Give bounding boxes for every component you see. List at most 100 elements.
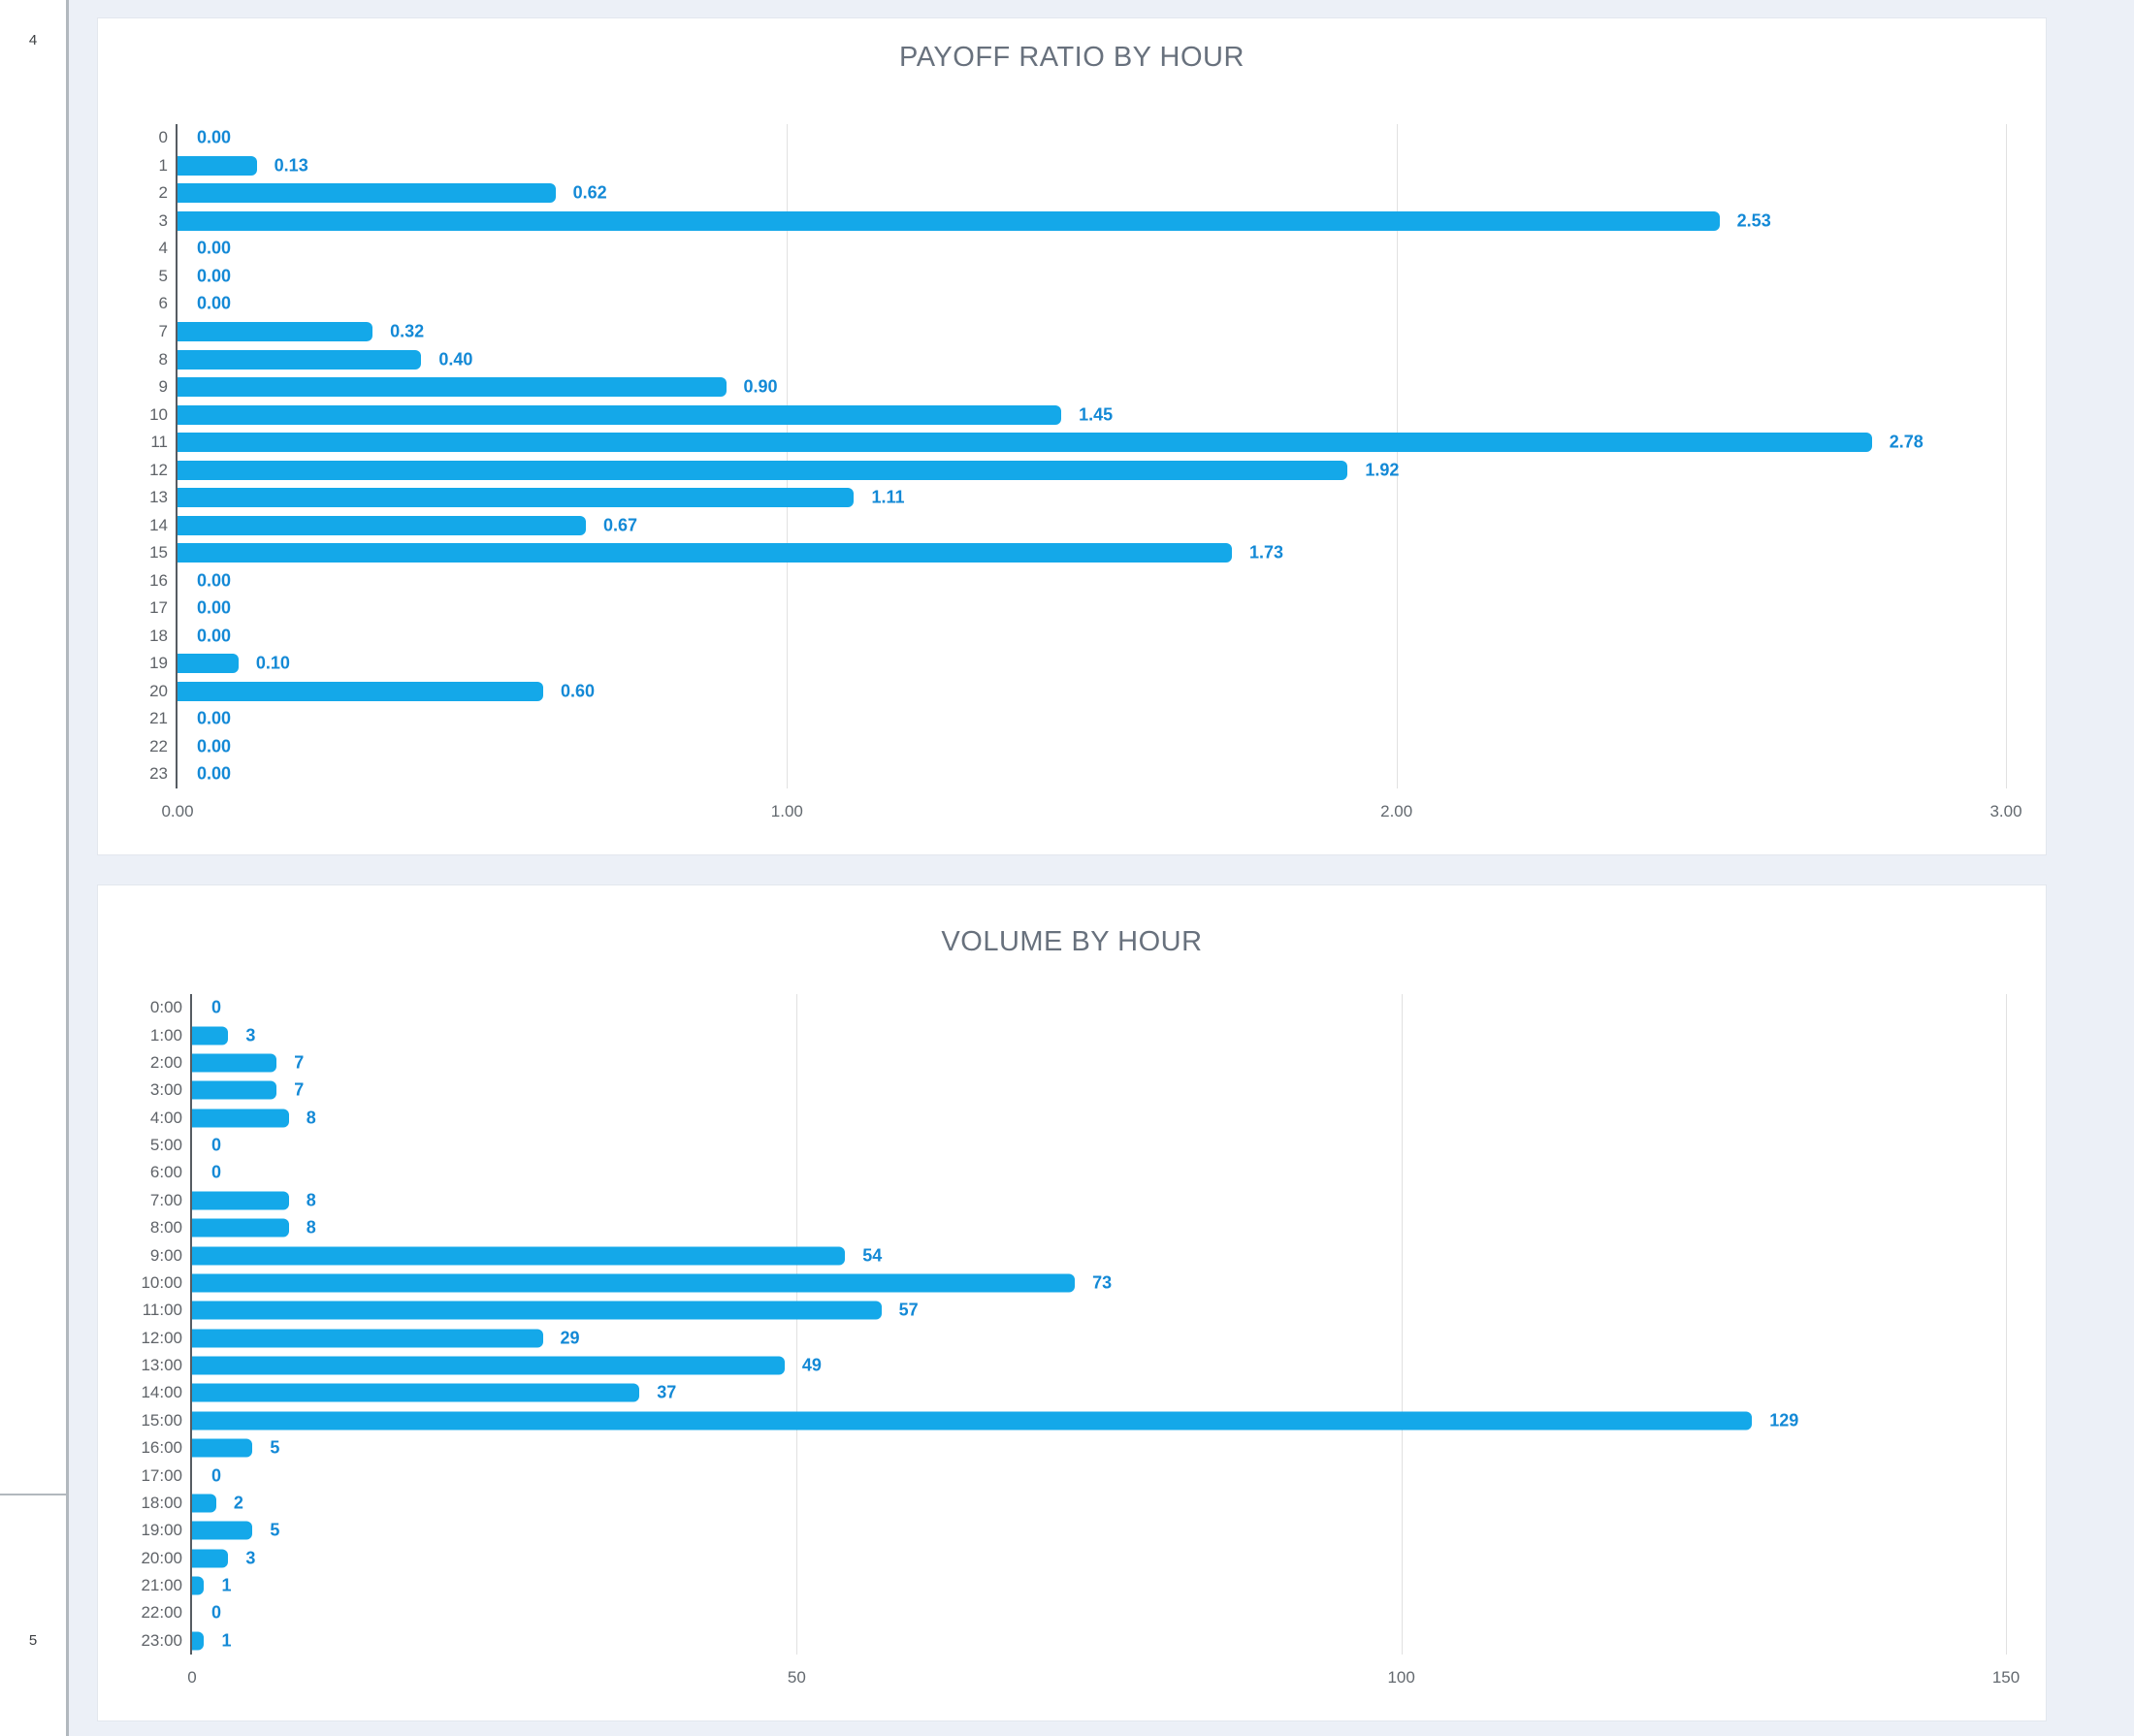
bar-row: 21 0.00 [149,705,2006,733]
category-label: 15:00 [141,1410,182,1430]
gridline [787,124,789,788]
row-number: 5 [28,1632,38,1649]
category-label: 16 [149,570,168,590]
category-label: 11 [150,433,168,452]
bar-row: 17 0.00 [149,595,2006,623]
value-label: 1.73 [1249,542,1284,563]
bar-row: 3 2.53 [159,208,2006,236]
gridline [1396,124,1398,788]
bar-row: 5:00 0 [150,1132,2006,1159]
value-label: 0.40 [438,349,473,370]
y-axis-line [176,124,178,788]
bar [178,515,586,535]
bar [178,349,422,370]
category-label: 18:00 [141,1493,182,1512]
bar [178,433,1872,453]
bar-row: 8 0.40 [159,345,2006,373]
x-tick-label: 1.00 [770,802,803,820]
bar-row: 16 0.00 [149,567,2006,595]
bar [192,1329,543,1348]
value-label: 0.67 [602,515,638,535]
category-label: 13:00 [141,1356,182,1375]
bar-row: 21:00 1 [141,1572,2006,1599]
bar-row: 22 0.00 [149,733,2006,761]
bar-row: 18 0.00 [149,623,2006,651]
bar-row: 23 0.00 [149,760,2006,788]
bar [192,1218,289,1238]
x-axis: 0.00 1.00 2.00 3.00 [161,788,2021,827]
category-label: 11:00 [142,1301,182,1320]
bar [192,1631,205,1651]
bar-row: 13:00 49 [141,1352,2006,1379]
value-label: 0.00 [197,266,232,286]
bar [192,1549,229,1568]
x-axis: 0 50 100 150 [187,1655,2020,1693]
bar-row: 7 0.32 [159,318,2006,346]
bar-row: 19 0.10 [149,650,2006,678]
category-label: 12:00 [141,1328,182,1347]
value-label: 0.00 [197,597,232,618]
bar-row: 20 0.60 [149,678,2006,706]
category-label: 19:00 [141,1521,182,1540]
bar [178,404,1062,425]
bar [178,155,257,176]
bar [192,1191,289,1210]
category-label: 14:00 [141,1383,182,1402]
bar-row: 4 0.00 [159,235,2006,263]
bar-row: 2 0.62 [159,179,2006,208]
category-label: 14 [149,515,168,534]
category-label: 19 [149,654,168,673]
bar [192,1080,277,1100]
value-label: 0.00 [197,570,232,591]
category-label: 10 [149,404,168,424]
plot-area: 0.00 1.00 2.00 3.00 0 0.00 1 0.13 2 0.62 3 2.53 4 0.… [149,124,2022,820]
category-label: 21:00 [141,1576,182,1595]
value-label: 0.32 [390,321,425,341]
bar [178,654,239,674]
chart-title: VOLUME BY HOUR [941,926,1203,957]
bar-row: 7:00 8 [150,1187,2006,1214]
value-label: 57 [898,1300,919,1320]
bar-row: 0:00 0 [150,994,2006,1021]
category-label: 21 [149,709,168,728]
bar-row: 3:00 7 [150,1077,2006,1104]
category-label: 22:00 [141,1603,182,1623]
volume-chart-card: VOLUME BY HOUR 0 50 100 150 0:00 0 1:00 3 2:00 7… [97,884,2047,1721]
bar [178,377,727,398]
bar [192,1494,216,1513]
bar-row: 12:00 29 [141,1325,2006,1352]
category-label: 4:00 [149,1108,182,1127]
category-label: 22 [149,736,168,755]
value-label: 0 [211,997,222,1017]
x-tick-label: 50 [787,1668,806,1687]
bar [192,1438,253,1458]
category-label: 15 [149,543,168,563]
bar-row: 22:00 0 [141,1599,2006,1626]
category-label: 4 [158,239,168,258]
bar-row: 16:00 5 [141,1434,2006,1462]
bar [192,1576,205,1595]
value-label: 0.10 [255,653,290,673]
bar-row: 11 2.78 [150,429,2006,457]
value-label: 37 [657,1382,677,1402]
gridline [2006,994,2007,1655]
gutter-divider-line [66,0,69,1736]
bar [192,1356,785,1375]
gridline [796,994,798,1655]
value-label: 1 [221,1630,232,1651]
value-label: 1.11 [871,487,905,507]
x-tick-label: 100 [1387,1668,1415,1687]
category-label: 8 [158,349,168,369]
bar-row: 10:00 73 [141,1270,2006,1297]
bar-row: 12 1.92 [149,456,2006,484]
chart-title: PAYOFF RATIO BY HOUR [899,42,1245,73]
bar [192,1383,640,1402]
value-label: 1 [221,1575,232,1595]
bar [178,183,556,204]
category-label: 2:00 [149,1052,182,1072]
value-label: 0.62 [572,182,607,203]
bar-row: 10 1.45 [149,401,2006,429]
category-label: 7 [158,321,168,340]
value-label: 2.53 [1736,210,1771,231]
